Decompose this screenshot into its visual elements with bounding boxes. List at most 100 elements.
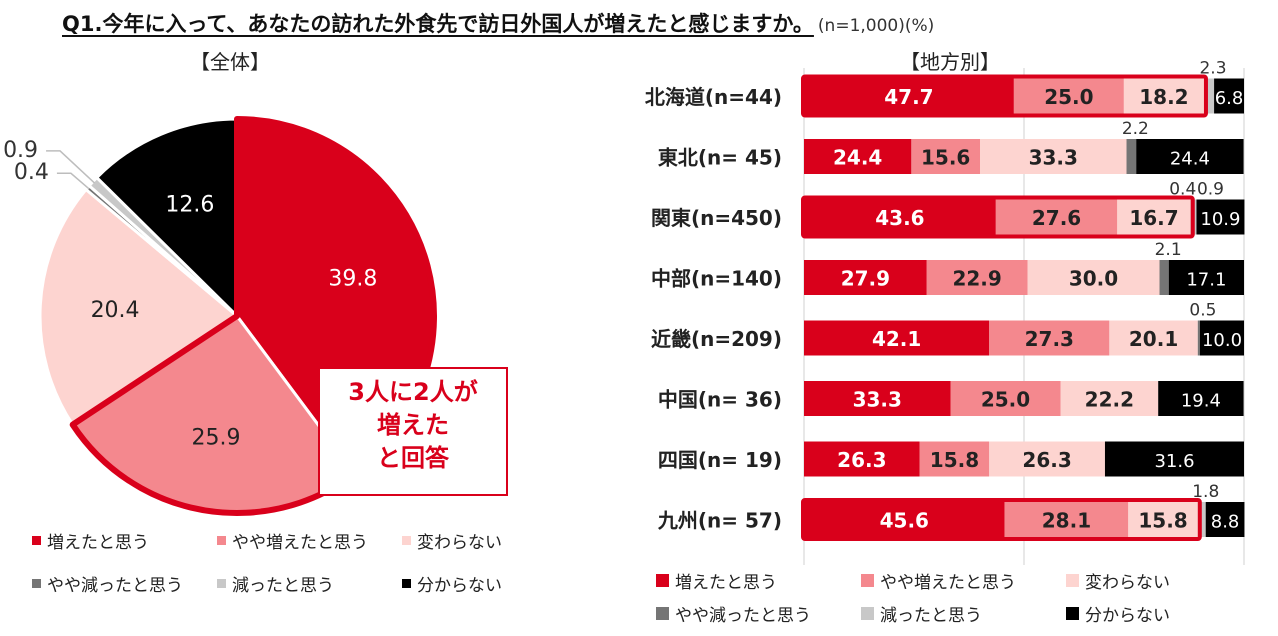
bar-label-7-6: 31.6 <box>1154 451 1194 472</box>
row-label-8: 九州(n= 57) <box>657 509 782 533</box>
pie-label-2: 25.9 <box>192 425 241 450</box>
bar-label-4-2: 22.9 <box>952 267 1001 291</box>
bar-title: 【地方別】 <box>900 50 1000 74</box>
callout-line-3: と回答 <box>377 444 449 472</box>
bar-label-1-2: 25.0 <box>1044 85 1093 109</box>
pie-label-4: 0.4 <box>14 160 49 185</box>
bar-label-4-1: 27.9 <box>841 267 890 291</box>
question-text: Q1.今年に入って、あなたの訪れた外食先で訪日外国人が増えたと感じますか。 <box>62 12 814 36</box>
bar-seg-6-3 <box>1060 381 1159 416</box>
bar-seg-8-3 <box>1128 502 1198 537</box>
bar-seg-3-6 <box>1196 199 1245 235</box>
pie-label-5: 0.9 <box>3 138 38 163</box>
row-label-6: 中国(n= 36) <box>658 388 782 412</box>
legend-label-5: 減ったと思う <box>232 576 334 596</box>
bar-seg-6-1 <box>804 381 951 416</box>
bar-seg-1-5 <box>1203 78 1215 114</box>
pie-leader-line-4 <box>56 172 90 190</box>
pie-title: 【全体】 <box>190 50 270 74</box>
legend-swatch-6 <box>402 579 411 588</box>
bar-label-1-5: 2.3 <box>1199 60 1226 79</box>
bar-label-4-6: 17.1 <box>1186 270 1226 291</box>
bar-label-1-1: 47.7 <box>884 85 933 109</box>
bar-label-6-3: 22.2 <box>1085 388 1134 412</box>
legend-label-2: やや増えたと思う <box>880 573 1016 593</box>
legend-item-1: 増えたと思う <box>32 528 217 553</box>
row-label-1: 北海道(n=44) <box>645 85 782 109</box>
legend-item-2: やや増えたと思う <box>217 528 402 553</box>
bar-label-8-3: 15.8 <box>1138 509 1187 533</box>
legend-label-1: 増えたと思う <box>47 533 149 553</box>
bar-label-2-6: 24.4 <box>1170 149 1210 170</box>
bar-label-5-6: 10.0 <box>1202 330 1242 351</box>
bar-seg-6-6 <box>1158 381 1244 416</box>
bar-seg-7-6 <box>1104 441 1244 477</box>
stacked-bar-chart: 北海道(n=44) 47.7 25.0 18.2 2.3 6.8 東北(n= 45) 24.4… <box>645 60 1245 565</box>
legend-label-3: 変わらない <box>417 533 502 553</box>
chart-title: Q1.今年に入って、あなたの訪れた外食先で訪日外国人が増えたと感じますか。 (n=… <box>62 8 934 38</box>
bar-label-3-1: 43.6 <box>875 206 924 230</box>
bar-label-2-2: 15.6 <box>921 146 970 170</box>
bar-label-5-2: 27.3 <box>1025 327 1074 351</box>
bar-label-7-1: 26.3 <box>837 448 886 472</box>
bar-seg-2-6 <box>1136 139 1244 174</box>
bar-label-2-1: 24.4 <box>833 146 882 170</box>
callout-line-2: 増えた <box>377 411 449 439</box>
bar-seg-3-3 <box>1117 199 1191 235</box>
bar-seg-2-2 <box>911 139 980 174</box>
legend-swatch-1 <box>656 574 669 587</box>
bar-seg-4-2 <box>926 260 1028 295</box>
row-label-7: 四国(n= 19) <box>658 448 782 472</box>
legend-item-5: 減ったと思う <box>861 601 1066 626</box>
callout-line-1: 3人に2人が <box>348 378 478 406</box>
bar-label-5-3: 20.1 <box>1129 327 1178 351</box>
legend-swatch-2 <box>861 574 874 587</box>
pie-chart: 39.8 25.9 20.4 0.40.9 12.6 <box>3 116 437 516</box>
legend-label-1: 増えたと思う <box>675 573 777 593</box>
bar-label-7-3: 26.3 <box>1022 448 1071 472</box>
row-label-4: 中部(n=140) <box>651 267 782 291</box>
bar-seg-3-2 <box>995 199 1118 235</box>
bar-label-1-6: 6.8 <box>1215 88 1244 109</box>
row-label-5: 近畿(n=209) <box>651 327 782 351</box>
pie-leader-line-5 <box>46 150 95 184</box>
bar-seg-5-3 <box>1109 320 1198 356</box>
bar-seg-1-6 <box>1214 78 1244 114</box>
legend-swatch-3 <box>402 536 411 545</box>
bar-label-5-1: 42.1 <box>872 327 921 351</box>
bar-seg-7-1 <box>804 441 920 477</box>
bar-label-8-1: 45.6 <box>880 509 929 533</box>
legend-swatch-3 <box>1066 574 1079 587</box>
row-label-2: 東北(n= 45) <box>658 146 782 170</box>
bar-seg-5-1 <box>804 320 990 356</box>
legend-item-4: やや減ったと思う <box>32 571 217 596</box>
legend-item-5: 減ったと思う <box>217 571 402 596</box>
legend-swatch-1 <box>32 536 41 545</box>
bar-seg-7-2 <box>919 441 990 477</box>
bar-label-6-2: 25.0 <box>981 388 1030 412</box>
sample-note: (n=1,000)(%) <box>817 16 935 36</box>
bar-label-3-4: 0.4 <box>1169 180 1196 200</box>
bar-seg-8-2 <box>1004 502 1129 537</box>
legend-item-2: やや増えたと思う <box>861 568 1066 593</box>
legend-item-4: やや減ったと思う <box>656 601 861 626</box>
legend-label-2: やや増えたと思う <box>232 533 368 553</box>
pie-slice-3 <box>38 187 240 427</box>
bar-label-8-6: 8.8 <box>1211 512 1240 533</box>
bar-label-4-4: 2.1 <box>1155 240 1182 260</box>
legend-item-1: 増えたと思う <box>656 568 861 593</box>
bar-seg-7-3 <box>989 441 1105 477</box>
pie-label-6: 12.6 <box>165 192 214 217</box>
legend-item-3: 変わらない <box>402 528 552 553</box>
bar-seg-2-4 <box>1126 139 1137 174</box>
bar-seg-4-3 <box>1027 260 1160 295</box>
bar-label-3-5: 0.9 <box>1197 180 1224 200</box>
bar-label-1-3: 18.2 <box>1139 85 1188 109</box>
bar-label-8-2: 28.1 <box>1042 509 1091 533</box>
pie-label-3: 20.4 <box>91 298 140 323</box>
bar-label-4-3: 30.0 <box>1069 267 1118 291</box>
legend-label-3: 変わらない <box>1085 573 1170 593</box>
legend-swatch-2 <box>217 536 226 545</box>
pie-slice-6 <box>94 117 239 320</box>
bar-label-3-6: 10.9 <box>1200 209 1240 230</box>
